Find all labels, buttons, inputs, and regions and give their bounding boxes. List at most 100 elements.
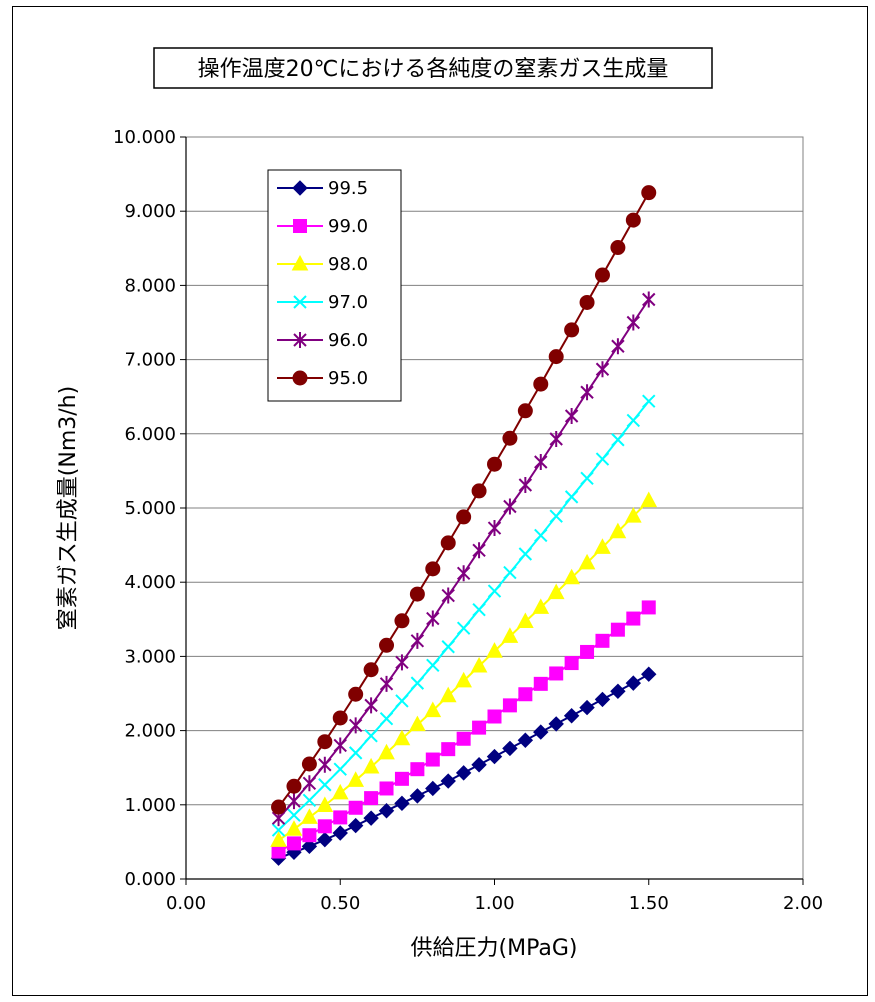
legend-marker [291,254,309,271]
data-point [472,542,486,559]
y-tick-label: 1.000 [124,795,176,816]
data-point [580,644,595,659]
data-point [641,600,656,615]
data-point [393,729,411,746]
data-point [579,699,595,716]
data-point [425,752,440,767]
y-tick-label: 8.000 [124,275,176,296]
data-point [286,778,302,794]
data-point [640,491,658,508]
legend-label: 97.0 [328,292,368,313]
data-point [332,825,348,841]
data-point [611,433,625,447]
data-point [456,731,471,746]
data-point [332,710,348,726]
legend-label: 96.0 [328,330,368,351]
data-point [426,658,440,673]
data-point [379,712,394,726]
data-point [548,349,564,365]
y-tick-label: 0.000 [124,869,176,890]
legend-marker [293,295,307,309]
data-point [271,844,286,859]
x-tick-label: 2.00 [783,893,823,914]
data-point [533,724,549,740]
data-point [580,471,594,486]
data-point [395,694,409,708]
data-point [333,762,347,776]
data-point [317,734,333,750]
data-point [410,676,425,690]
data-point [287,793,301,810]
data-point [441,742,456,757]
data-point [424,701,442,718]
data-point [532,598,550,614]
data-point [270,831,287,847]
data-point [378,803,395,819]
data-point [363,662,379,678]
y-tick-label: 2.000 [124,721,176,742]
data-point [611,338,625,355]
data-point [518,547,533,561]
data-point [578,553,596,570]
legend-item: 97.0 [277,292,368,313]
data-point [410,762,425,777]
data-point [533,376,549,392]
data-point [609,522,627,539]
data-point [271,799,287,815]
data-point [441,640,455,654]
data-point [410,632,425,649]
data-point [487,709,502,724]
data-point [563,708,580,724]
legend-marker [292,370,308,386]
data-point [439,686,457,703]
data-point [626,314,641,331]
data-point [395,654,409,671]
data-point [348,800,363,815]
data-point [394,613,410,629]
series-98.0 [270,491,658,847]
data-point [456,509,472,525]
data-point [610,622,625,637]
series-95.0 [271,185,657,815]
data-point [580,384,594,401]
data-point [271,823,286,837]
data-point [564,656,579,671]
series-96.0 [271,291,656,827]
data-point [301,756,317,772]
data-point [472,602,486,617]
data-point [564,322,580,338]
legend-marker [292,180,308,196]
data-point [348,717,363,734]
legend-item: 99.5 [277,178,368,199]
y-tick-label: 7.000 [124,350,176,371]
data-point [470,656,488,673]
data-point [487,520,502,537]
data-point [440,535,456,551]
x-axis-label: 供給圧力(MPaG) [411,936,578,961]
data-point [548,716,564,732]
data-point [518,476,533,493]
chart-title: 操作温度20℃における各純度の窒素ガス生成量 [198,57,669,82]
data-point [318,778,332,792]
data-point [502,740,518,757]
data-point [317,831,333,848]
data-point [348,686,364,702]
legend-item: 99.0 [277,216,368,237]
data-point [471,757,487,773]
data-point [624,507,642,523]
data-point [549,509,563,523]
data-point [534,453,548,470]
series-99.5 [270,666,657,866]
data-point [302,775,317,792]
data-point [610,683,626,699]
x-tick-label: 1.00 [474,893,514,914]
y-tick-label: 5.000 [124,498,176,519]
data-point [456,565,471,582]
legend-label: 95.0 [328,368,368,389]
data-point [486,748,503,765]
data-point [378,743,395,760]
data-point [455,671,472,688]
legend-item: 98.0 [277,254,368,275]
data-point [364,729,378,743]
